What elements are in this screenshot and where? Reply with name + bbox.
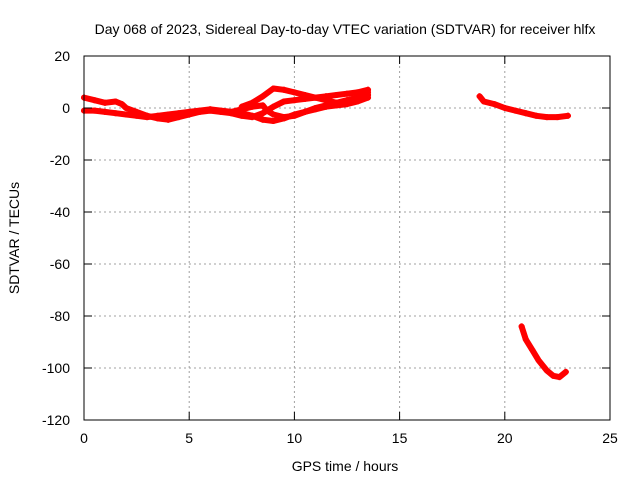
y-axis-label: SDTVAR / TECUs xyxy=(6,182,22,294)
data-point xyxy=(238,103,245,110)
data-point xyxy=(118,101,125,108)
data-point xyxy=(102,99,109,106)
y-tick-label: -40 xyxy=(50,204,70,220)
data-point xyxy=(476,93,483,100)
data-point xyxy=(322,102,329,109)
data-point xyxy=(249,112,256,119)
data-point xyxy=(480,98,487,105)
data-point xyxy=(512,107,519,114)
data-point xyxy=(491,101,498,108)
data-point xyxy=(280,115,287,122)
data-point xyxy=(280,98,287,105)
data-point xyxy=(175,110,182,117)
x-tick-label: 20 xyxy=(497,430,513,446)
data-point xyxy=(312,105,319,111)
x-tick-label: 5 xyxy=(185,430,193,446)
data-point xyxy=(123,111,130,118)
data-point xyxy=(112,110,119,117)
y-tick-label: -80 xyxy=(50,308,70,324)
y-tick-label: -60 xyxy=(50,256,70,272)
data-point xyxy=(217,107,224,114)
data-point xyxy=(522,336,529,343)
data-point xyxy=(123,105,130,111)
plot-frame xyxy=(83,55,611,421)
data-point xyxy=(270,118,277,124)
x-tick-label: 15 xyxy=(392,430,408,446)
data-point xyxy=(186,108,193,115)
data-point xyxy=(365,89,372,96)
data-point xyxy=(291,89,298,96)
plot-area xyxy=(81,85,571,381)
data-point xyxy=(344,90,350,97)
y-tick-label: -20 xyxy=(50,152,70,168)
series-trace xyxy=(476,93,571,121)
x-tick-label: 10 xyxy=(287,430,303,446)
data-point xyxy=(259,102,266,109)
data-point xyxy=(550,372,557,379)
data-point xyxy=(344,97,350,104)
data-point xyxy=(535,357,542,364)
data-point xyxy=(91,107,98,114)
data-point xyxy=(543,114,550,121)
y-tick-label: 0 xyxy=(62,100,70,116)
data-point xyxy=(291,111,298,118)
data-point xyxy=(533,112,540,119)
data-point xyxy=(196,107,203,114)
data-point xyxy=(165,111,172,118)
data-point xyxy=(322,97,329,104)
data-point xyxy=(301,92,308,98)
data-point xyxy=(291,97,298,104)
data-point xyxy=(543,367,550,374)
data-point xyxy=(144,114,151,121)
data-point xyxy=(264,107,271,114)
data-series xyxy=(238,89,372,124)
y-tick-label: 20 xyxy=(54,48,70,64)
chart-title: Day 068 of 2023, Sidereal Day-to-day VTE… xyxy=(95,21,596,37)
data-series xyxy=(518,323,569,381)
data-point xyxy=(238,110,245,117)
data-point xyxy=(564,112,571,119)
data-point xyxy=(165,116,172,123)
axes-ticks: 0 5 10 15 20 25 20 0 -20 -40 -60 -80 -100 -120 xyxy=(42,48,618,446)
y-tick-label: -120 xyxy=(42,412,70,428)
data-point xyxy=(207,106,214,113)
data-point xyxy=(301,108,308,115)
data-point xyxy=(354,94,361,101)
data-point xyxy=(529,346,536,353)
data-point xyxy=(154,112,161,119)
data-point xyxy=(280,86,287,93)
data-point xyxy=(259,116,266,123)
data-point xyxy=(133,112,140,119)
data-point xyxy=(312,94,319,101)
data-point xyxy=(333,99,340,106)
data-point xyxy=(259,93,266,100)
data-point xyxy=(112,98,119,105)
x-tick-label: 0 xyxy=(80,430,88,446)
data-point xyxy=(554,114,561,121)
data-point xyxy=(270,103,277,110)
data-point xyxy=(333,92,340,98)
data-point xyxy=(102,108,109,115)
data-point xyxy=(501,105,508,111)
data-point xyxy=(228,108,235,115)
data-series xyxy=(476,93,571,121)
data-point xyxy=(562,368,569,375)
x-axis-label: GPS time / hours xyxy=(292,458,399,474)
data-point xyxy=(270,111,277,118)
data-point xyxy=(522,110,529,117)
data-point xyxy=(91,97,98,104)
data-point xyxy=(270,85,277,92)
x-tick-label: 25 xyxy=(602,430,618,446)
data-point xyxy=(249,99,256,106)
data-point xyxy=(518,323,525,330)
data-point xyxy=(259,110,266,117)
data-point xyxy=(556,374,563,381)
y-tick-label: -100 xyxy=(42,360,70,376)
